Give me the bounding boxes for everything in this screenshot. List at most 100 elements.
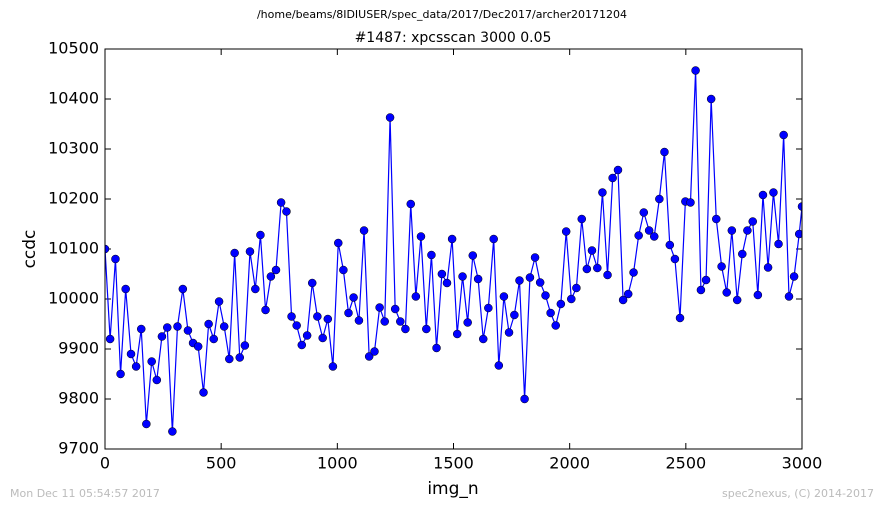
data-point — [105, 334, 115, 344]
data-point — [251, 284, 260, 294]
data-point — [163, 323, 172, 332]
data-point — [608, 173, 617, 183]
data-point — [613, 165, 623, 175]
data-point — [530, 253, 540, 262]
data-point — [168, 427, 177, 436]
x-tick-label: 1000 — [317, 454, 358, 473]
data-point — [271, 265, 281, 275]
data-point — [556, 299, 566, 309]
data-point — [339, 265, 348, 275]
data-point — [774, 239, 783, 249]
data-point — [292, 321, 301, 330]
data-point — [634, 231, 643, 240]
x-axis-label: img_n — [427, 479, 478, 499]
data-point — [525, 273, 535, 282]
data-point — [370, 347, 379, 356]
data-point — [763, 263, 773, 272]
data-point — [686, 198, 695, 207]
data-point — [794, 229, 802, 239]
data-point — [152, 375, 162, 385]
data-point — [375, 303, 384, 312]
x-tick-label: 2000 — [549, 454, 590, 473]
data-point — [593, 263, 602, 273]
data-point — [380, 317, 389, 326]
data-point — [390, 304, 400, 314]
data-point — [535, 278, 545, 287]
data-point — [204, 319, 213, 329]
data-point — [499, 292, 509, 301]
data-point — [142, 419, 151, 429]
data-point — [307, 278, 317, 288]
data-point — [235, 353, 245, 362]
data-point — [225, 354, 234, 364]
data-point — [297, 340, 307, 350]
data-point — [520, 394, 529, 404]
data-point — [406, 199, 416, 209]
data-point — [416, 232, 426, 241]
data-point — [209, 334, 218, 344]
data-point — [546, 308, 555, 318]
data-point — [214, 297, 224, 306]
data-point — [639, 208, 649, 217]
data-point — [629, 268, 638, 277]
data-point — [743, 226, 752, 235]
data-point — [245, 247, 255, 256]
data-point — [691, 66, 700, 75]
data-point — [738, 249, 747, 259]
y-tick-label: 10300 — [48, 139, 99, 158]
footer-right: spec2nexus, (C) 2014-2017 — [722, 487, 874, 500]
data-point — [649, 232, 659, 241]
y-tick-label: 10500 — [48, 39, 99, 58]
data-point — [784, 292, 794, 301]
data-point — [385, 113, 395, 122]
data-point — [364, 352, 374, 361]
y-tick-label: 10400 — [48, 89, 99, 108]
data-point — [136, 324, 146, 334]
data-point — [131, 362, 141, 371]
data-point — [256, 230, 265, 240]
data-point — [644, 226, 654, 235]
data-point — [230, 248, 239, 258]
data-point — [344, 308, 353, 318]
data-point — [769, 188, 778, 197]
data-point — [282, 207, 291, 216]
data-point — [623, 289, 633, 299]
x-tick-label: 2500 — [665, 454, 706, 473]
data-point — [437, 269, 447, 279]
data-point — [193, 342, 203, 351]
x-tick-label: 3000 — [782, 454, 823, 473]
data-point — [323, 314, 333, 324]
data-point — [670, 254, 680, 264]
data-point — [722, 288, 731, 297]
data-point — [706, 94, 716, 104]
footer-left: Mon Dec 11 05:54:57 2017 — [10, 487, 160, 500]
data-point — [618, 295, 628, 305]
data-point — [748, 217, 757, 226]
data-point — [494, 361, 504, 370]
data-point — [478, 334, 488, 344]
chart-title: #1487: xpcsscan 3000 0.05 — [355, 30, 552, 46]
y-tick-label: 9800 — [58, 389, 99, 408]
data-point — [442, 278, 452, 288]
header: /home/beams/8IDIUSER/spec_data/2017/Dec2… — [257, 8, 627, 21]
data-point — [758, 190, 768, 200]
data-point — [572, 283, 581, 293]
data-point — [577, 214, 586, 224]
data-point — [178, 284, 188, 294]
data-point — [717, 262, 726, 271]
data-point — [582, 264, 592, 274]
data-point — [411, 292, 421, 301]
data-point — [753, 290, 763, 300]
data-point — [183, 326, 193, 335]
data-point — [603, 270, 612, 280]
data-point — [261, 305, 270, 315]
data-point — [105, 244, 110, 254]
data-point — [489, 234, 498, 244]
y-tick-label: 9900 — [58, 339, 99, 358]
data-point — [701, 275, 711, 285]
data-point — [463, 318, 472, 327]
data-point — [173, 322, 182, 331]
data-point — [567, 294, 576, 304]
